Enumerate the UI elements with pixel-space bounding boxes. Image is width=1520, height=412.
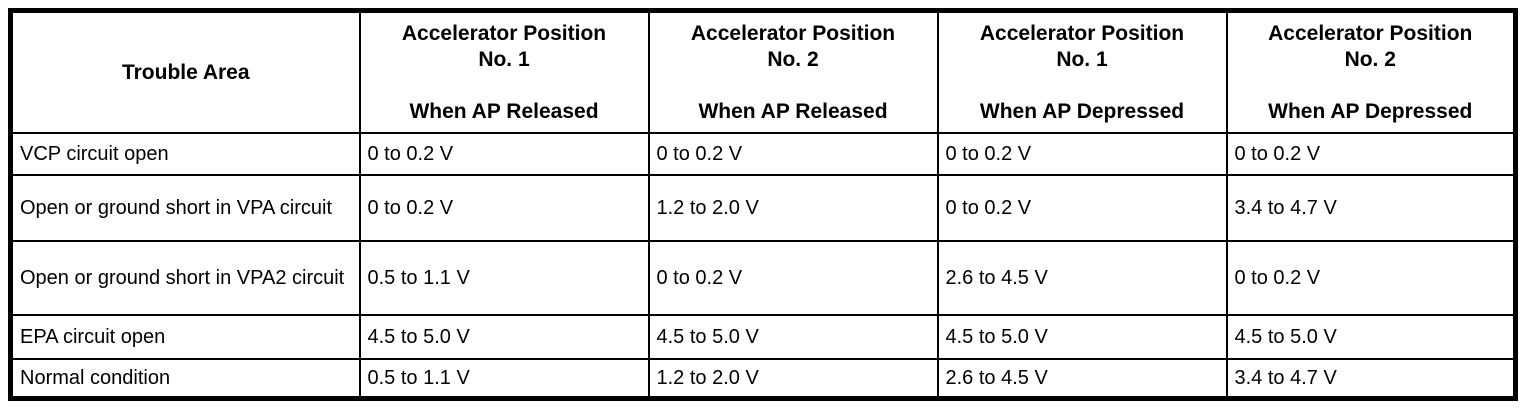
voltage-cell: 0 to 0.2 V xyxy=(647,239,939,316)
voltage-cell: 4.5 to 5.0 V xyxy=(358,313,650,360)
column-subtitle: When AP Released xyxy=(409,100,599,124)
column-header-ap2-released: Accelerator Position No. 2 When AP Relea… xyxy=(647,9,939,134)
trouble-area-cell: Normal condition xyxy=(9,357,361,399)
column-title: Accelerator Position No. 1 xyxy=(401,22,607,72)
voltage-cell: 2.6 to 4.5 V xyxy=(936,357,1228,399)
voltage-cell: 1.2 to 2.0 V xyxy=(647,357,939,399)
voltage-cell: 1.2 to 2.0 V xyxy=(647,173,939,242)
trouble-area-cell: VCP circuit open xyxy=(9,131,361,176)
column-subtitle: When AP Depressed xyxy=(979,100,1185,124)
accelerator-position-voltage-table: Trouble Area Accelerator Position No. 1 … xyxy=(8,8,1518,401)
voltage-cell: 0 to 0.2 V xyxy=(1225,131,1517,176)
trouble-area-cell: EPA circuit open xyxy=(9,313,361,360)
table-row: Open or ground short in VPA circuit 0 to … xyxy=(9,173,1517,242)
column-header-ap1-released: Accelerator Position No. 1 When AP Relea… xyxy=(358,9,650,134)
voltage-cell: 0.5 to 1.1 V xyxy=(358,239,650,316)
column-title: Accelerator Position No. 2 xyxy=(690,22,896,72)
voltage-cell: 3.4 to 4.7 V xyxy=(1225,357,1517,399)
column-title: Trouble Area xyxy=(121,61,250,85)
table-row: Normal condition 0.5 to 1.1 V 1.2 to 2.0 V… xyxy=(9,357,1517,399)
column-title: Accelerator Position No. 1 xyxy=(979,22,1185,72)
column-header-ap1-depressed: Accelerator Position No. 1 When AP Depre… xyxy=(936,9,1228,134)
voltage-cell: 0 to 0.2 V xyxy=(936,173,1228,242)
header-row: Trouble Area Accelerator Position No. 1 … xyxy=(9,9,1517,134)
table-row: EPA circuit open 4.5 to 5.0 V 4.5 to 5.0 V… xyxy=(9,313,1517,360)
column-header-trouble-area: Trouble Area xyxy=(9,9,361,134)
table-header: Trouble Area Accelerator Position No. 1 … xyxy=(9,9,1517,134)
trouble-area-cell: Open or ground short in VPA2 circuit xyxy=(9,239,361,316)
voltage-cell: 0 to 0.2 V xyxy=(1225,239,1517,316)
voltage-cell: 4.5 to 5.0 V xyxy=(1225,313,1517,360)
voltage-cell: 0 to 0.2 V xyxy=(358,131,650,176)
voltage-cell: 0 to 0.2 V xyxy=(647,131,939,176)
voltage-cell: 0 to 0.2 V xyxy=(936,131,1228,176)
voltage-cell: 4.5 to 5.0 V xyxy=(647,313,939,360)
voltage-cell: 0 to 0.2 V xyxy=(358,173,650,242)
trouble-area-cell: Open or ground short in VPA circuit xyxy=(9,173,361,242)
voltage-cell: 0.5 to 1.1 V xyxy=(358,357,650,399)
voltage-cell: 3.4 to 4.7 V xyxy=(1225,173,1517,242)
voltage-cell: 2.6 to 4.5 V xyxy=(936,239,1228,316)
column-title: Accelerator Position No. 2 xyxy=(1268,22,1473,72)
voltage-cell: 4.5 to 5.0 V xyxy=(936,313,1228,360)
table-row: Open or ground short in VPA2 circuit 0.5 … xyxy=(9,239,1517,316)
column-subtitle: When AP Depressed xyxy=(1268,100,1473,124)
column-subtitle: When AP Released xyxy=(698,100,888,124)
column-header-ap2-depressed: Accelerator Position No. 2 When AP Depre… xyxy=(1225,9,1517,134)
